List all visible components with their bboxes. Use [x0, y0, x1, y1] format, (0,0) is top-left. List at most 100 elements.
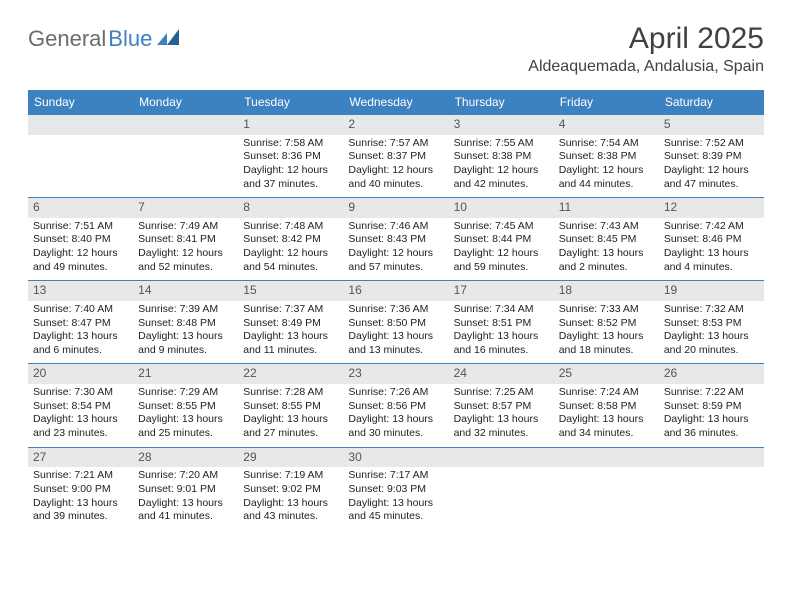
- day-header: Friday: [554, 90, 659, 114]
- daylight-text: Daylight: 13 hours and 11 minutes.: [243, 330, 338, 357]
- calendar-cell: 6Sunrise: 7:51 AMSunset: 8:40 PMDaylight…: [28, 197, 133, 280]
- calendar-cell: [133, 114, 238, 197]
- sunrise-text: Sunrise: 7:22 AM: [664, 386, 759, 400]
- day-number: 4: [554, 114, 659, 135]
- calendar-cell: 3Sunrise: 7:55 AMSunset: 8:38 PMDaylight…: [449, 114, 554, 197]
- sunrise-text: Sunrise: 7:52 AM: [664, 137, 759, 151]
- calendar-cell: 5Sunrise: 7:52 AMSunset: 8:39 PMDaylight…: [659, 114, 764, 197]
- day-body: Sunrise: 7:36 AMSunset: 8:50 PMDaylight:…: [343, 301, 448, 364]
- day-body: Sunrise: 7:40 AMSunset: 8:47 PMDaylight:…: [28, 301, 133, 364]
- calendar-cell: 10Sunrise: 7:45 AMSunset: 8:44 PMDayligh…: [449, 197, 554, 280]
- day-body: Sunrise: 7:21 AMSunset: 9:00 PMDaylight:…: [28, 467, 133, 530]
- daylight-text: Daylight: 12 hours and 52 minutes.: [138, 247, 233, 274]
- day-header: Monday: [133, 90, 238, 114]
- day-number: 7: [133, 197, 238, 218]
- page: GeneralBlue April 2025 Aldeaquemada, And…: [0, 0, 792, 552]
- day-number: 10: [449, 197, 554, 218]
- calendar-cell: 22Sunrise: 7:28 AMSunset: 8:55 PMDayligh…: [238, 363, 343, 446]
- calendar-cell: 28Sunrise: 7:20 AMSunset: 9:01 PMDayligh…: [133, 447, 238, 530]
- day-body: Sunrise: 7:33 AMSunset: 8:52 PMDaylight:…: [554, 301, 659, 364]
- daylight-text: Daylight: 12 hours and 40 minutes.: [348, 164, 443, 191]
- day-number: 21: [133, 363, 238, 384]
- sunrise-text: Sunrise: 7:17 AM: [348, 469, 443, 483]
- day-number: 16: [343, 280, 448, 301]
- calendar-cell: 9Sunrise: 7:46 AMSunset: 8:43 PMDaylight…: [343, 197, 448, 280]
- sunset-text: Sunset: 8:48 PM: [138, 317, 233, 331]
- sunset-text: Sunset: 9:00 PM: [33, 483, 128, 497]
- day-body: Sunrise: 7:48 AMSunset: 8:42 PMDaylight:…: [238, 218, 343, 281]
- day-number: 17: [449, 280, 554, 301]
- day-number: 2: [343, 114, 448, 135]
- sunrise-text: Sunrise: 7:28 AM: [243, 386, 338, 400]
- calendar-cell: 7Sunrise: 7:49 AMSunset: 8:41 PMDaylight…: [133, 197, 238, 280]
- sunrise-text: Sunrise: 7:42 AM: [664, 220, 759, 234]
- location-text: Aldeaquemada, Andalusia, Spain: [528, 58, 764, 76]
- sunset-text: Sunset: 8:52 PM: [559, 317, 654, 331]
- calendar-cell: 26Sunrise: 7:22 AMSunset: 8:59 PMDayligh…: [659, 363, 764, 446]
- sunrise-text: Sunrise: 7:40 AM: [33, 303, 128, 317]
- calendar-cell: 12Sunrise: 7:42 AMSunset: 8:46 PMDayligh…: [659, 197, 764, 280]
- calendar-cell: 25Sunrise: 7:24 AMSunset: 8:58 PMDayligh…: [554, 363, 659, 446]
- day-number: 27: [28, 447, 133, 468]
- sunset-text: Sunset: 8:43 PM: [348, 233, 443, 247]
- calendar-row: 6Sunrise: 7:51 AMSunset: 8:40 PMDaylight…: [28, 197, 764, 280]
- sunrise-text: Sunrise: 7:32 AM: [664, 303, 759, 317]
- daylight-text: Daylight: 13 hours and 2 minutes.: [559, 247, 654, 274]
- day-number: 5: [659, 114, 764, 135]
- calendar-cell: [659, 447, 764, 530]
- day-body: Sunrise: 7:29 AMSunset: 8:55 PMDaylight:…: [133, 384, 238, 447]
- daylight-text: Daylight: 13 hours and 20 minutes.: [664, 330, 759, 357]
- calendar-head: Sunday Monday Tuesday Wednesday Thursday…: [28, 90, 764, 114]
- calendar-cell: 2Sunrise: 7:57 AMSunset: 8:37 PMDaylight…: [343, 114, 448, 197]
- day-number: 20: [28, 363, 133, 384]
- calendar-cell: [28, 114, 133, 197]
- day-number: 3: [449, 114, 554, 135]
- header: GeneralBlue April 2025 Aldeaquemada, And…: [28, 22, 764, 76]
- day-number: 11: [554, 197, 659, 218]
- sunrise-text: Sunrise: 7:43 AM: [559, 220, 654, 234]
- sunset-text: Sunset: 8:49 PM: [243, 317, 338, 331]
- calendar-row: 13Sunrise: 7:40 AMSunset: 8:47 PMDayligh…: [28, 280, 764, 363]
- calendar-cell: 14Sunrise: 7:39 AMSunset: 8:48 PMDayligh…: [133, 280, 238, 363]
- daylight-text: Daylight: 13 hours and 36 minutes.: [664, 413, 759, 440]
- sunset-text: Sunset: 8:40 PM: [33, 233, 128, 247]
- day-number: 23: [343, 363, 448, 384]
- day-number: 9: [343, 197, 448, 218]
- day-body: Sunrise: 7:24 AMSunset: 8:58 PMDaylight:…: [554, 384, 659, 447]
- sunset-text: Sunset: 9:01 PM: [138, 483, 233, 497]
- sunset-text: Sunset: 8:38 PM: [454, 150, 549, 164]
- calendar-cell: 29Sunrise: 7:19 AMSunset: 9:02 PMDayligh…: [238, 447, 343, 530]
- day-header: Wednesday: [343, 90, 448, 114]
- sunrise-text: Sunrise: 7:55 AM: [454, 137, 549, 151]
- daylight-text: Daylight: 13 hours and 13 minutes.: [348, 330, 443, 357]
- calendar-table: Sunday Monday Tuesday Wednesday Thursday…: [28, 90, 764, 530]
- month-title: April 2025: [528, 22, 764, 56]
- day-body: [449, 467, 554, 529]
- daylight-text: Daylight: 13 hours and 43 minutes.: [243, 497, 338, 524]
- sunrise-text: Sunrise: 7:48 AM: [243, 220, 338, 234]
- sunset-text: Sunset: 9:02 PM: [243, 483, 338, 497]
- day-number: [28, 114, 133, 135]
- calendar-cell: [449, 447, 554, 530]
- sunrise-text: Sunrise: 7:39 AM: [138, 303, 233, 317]
- day-number: 25: [554, 363, 659, 384]
- sunset-text: Sunset: 8:44 PM: [454, 233, 549, 247]
- calendar-cell: 8Sunrise: 7:48 AMSunset: 8:42 PMDaylight…: [238, 197, 343, 280]
- logo-text-1: General: [28, 26, 106, 52]
- day-body: Sunrise: 7:20 AMSunset: 9:01 PMDaylight:…: [133, 467, 238, 530]
- daylight-text: Daylight: 12 hours and 49 minutes.: [33, 247, 128, 274]
- daylight-text: Daylight: 13 hours and 16 minutes.: [454, 330, 549, 357]
- sunset-text: Sunset: 8:55 PM: [243, 400, 338, 414]
- sunrise-text: Sunrise: 7:36 AM: [348, 303, 443, 317]
- sunrise-text: Sunrise: 7:19 AM: [243, 469, 338, 483]
- day-number: [659, 447, 764, 468]
- sunset-text: Sunset: 8:36 PM: [243, 150, 338, 164]
- day-body: Sunrise: 7:39 AMSunset: 8:48 PMDaylight:…: [133, 301, 238, 364]
- daylight-text: Daylight: 12 hours and 47 minutes.: [664, 164, 759, 191]
- day-body: Sunrise: 7:49 AMSunset: 8:41 PMDaylight:…: [133, 218, 238, 281]
- sunset-text: Sunset: 9:03 PM: [348, 483, 443, 497]
- daylight-text: Daylight: 13 hours and 27 minutes.: [243, 413, 338, 440]
- day-body: Sunrise: 7:22 AMSunset: 8:59 PMDaylight:…: [659, 384, 764, 447]
- day-number: 12: [659, 197, 764, 218]
- day-number: 18: [554, 280, 659, 301]
